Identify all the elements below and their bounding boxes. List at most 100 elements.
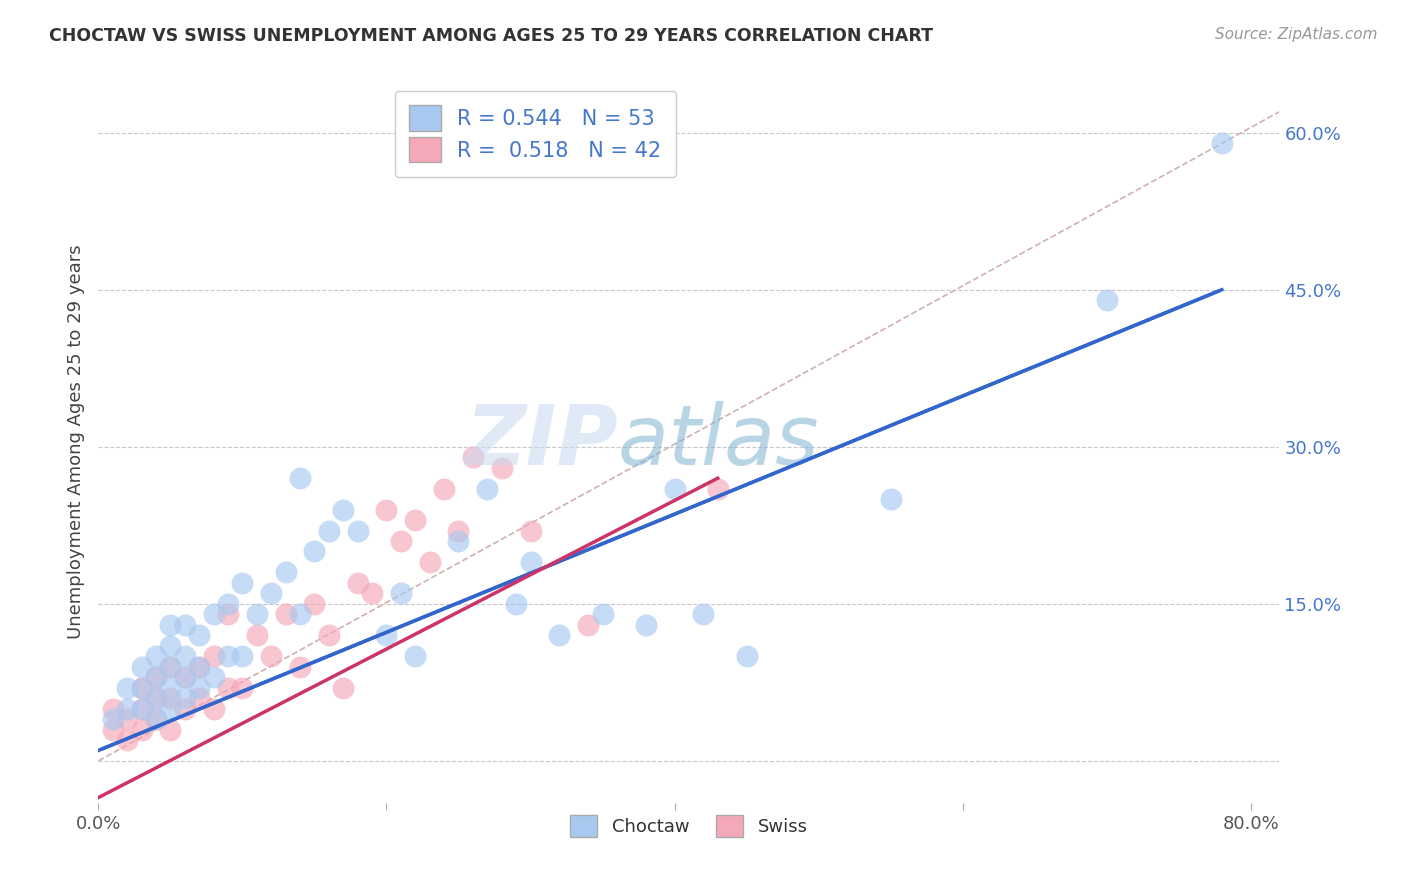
Point <box>217 597 239 611</box>
Point <box>692 607 714 622</box>
Text: CHOCTAW VS SWISS UNEMPLOYMENT AMONG AGES 25 TO 29 YEARS CORRELATION CHART: CHOCTAW VS SWISS UNEMPLOYMENT AMONG AGES… <box>49 27 934 45</box>
Point <box>115 712 138 726</box>
Point <box>346 575 368 590</box>
Point <box>173 701 195 715</box>
Point <box>202 607 225 622</box>
Point <box>131 681 153 695</box>
Point <box>145 691 167 706</box>
Point <box>375 502 398 516</box>
Y-axis label: Unemployment Among Ages 25 to 29 years: Unemployment Among Ages 25 to 29 years <box>66 244 84 639</box>
Point <box>188 659 211 673</box>
Point <box>274 566 297 580</box>
Point <box>389 534 412 549</box>
Point <box>131 681 153 695</box>
Point <box>505 597 527 611</box>
Point <box>304 597 326 611</box>
Point <box>101 712 124 726</box>
Point <box>389 586 412 600</box>
Point <box>288 471 311 485</box>
Point <box>217 607 239 622</box>
Point <box>260 649 283 664</box>
Point <box>419 555 441 569</box>
Text: ZIP: ZIP <box>465 401 619 482</box>
Point <box>246 607 269 622</box>
Point <box>202 701 225 715</box>
Point <box>231 649 253 664</box>
Point <box>202 670 225 684</box>
Point <box>159 691 181 706</box>
Point <box>159 659 181 673</box>
Point <box>188 659 211 673</box>
Point <box>664 482 686 496</box>
Point <box>706 482 728 496</box>
Point <box>318 524 340 538</box>
Point <box>159 659 181 673</box>
Point <box>101 701 124 715</box>
Point <box>115 733 138 747</box>
Point <box>231 681 253 695</box>
Point <box>173 691 195 706</box>
Point <box>188 681 211 695</box>
Point <box>131 723 153 737</box>
Point <box>145 691 167 706</box>
Point <box>173 649 195 664</box>
Point <box>101 723 124 737</box>
Point <box>634 617 657 632</box>
Legend: Choctaw, Swiss: Choctaw, Swiss <box>562 808 815 845</box>
Point <box>274 607 297 622</box>
Point <box>145 670 167 684</box>
Point <box>447 534 470 549</box>
Point <box>1211 136 1233 150</box>
Point <box>173 670 195 684</box>
Point <box>260 586 283 600</box>
Point <box>288 659 311 673</box>
Point <box>115 701 138 715</box>
Point <box>404 513 426 527</box>
Point <box>375 628 398 642</box>
Point <box>361 586 384 600</box>
Point <box>433 482 456 496</box>
Point <box>304 544 326 558</box>
Point <box>131 701 153 715</box>
Point <box>879 492 901 507</box>
Point <box>332 502 354 516</box>
Point <box>1095 293 1118 308</box>
Point <box>131 659 153 673</box>
Point <box>145 712 167 726</box>
Point <box>159 681 181 695</box>
Point <box>159 639 181 653</box>
Point <box>346 524 368 538</box>
Point <box>735 649 758 664</box>
Point <box>173 617 195 632</box>
Point <box>477 482 499 496</box>
Text: atlas: atlas <box>619 401 820 482</box>
Point <box>231 575 253 590</box>
Point <box>145 670 167 684</box>
Point <box>159 701 181 715</box>
Text: Source: ZipAtlas.com: Source: ZipAtlas.com <box>1215 27 1378 42</box>
Point <box>145 649 167 664</box>
Point <box>548 628 571 642</box>
Point <box>188 628 211 642</box>
Point <box>217 681 239 695</box>
Point <box>318 628 340 642</box>
Point <box>115 681 138 695</box>
Point <box>145 712 167 726</box>
Point <box>519 524 541 538</box>
Point <box>519 555 541 569</box>
Point <box>159 723 181 737</box>
Point <box>159 617 181 632</box>
Point <box>404 649 426 664</box>
Point <box>217 649 239 664</box>
Point <box>173 670 195 684</box>
Point <box>188 691 211 706</box>
Point <box>202 649 225 664</box>
Point <box>447 524 470 538</box>
Point <box>131 701 153 715</box>
Point <box>491 460 513 475</box>
Point <box>288 607 311 622</box>
Point <box>592 607 614 622</box>
Point <box>246 628 269 642</box>
Point <box>332 681 354 695</box>
Point <box>576 617 599 632</box>
